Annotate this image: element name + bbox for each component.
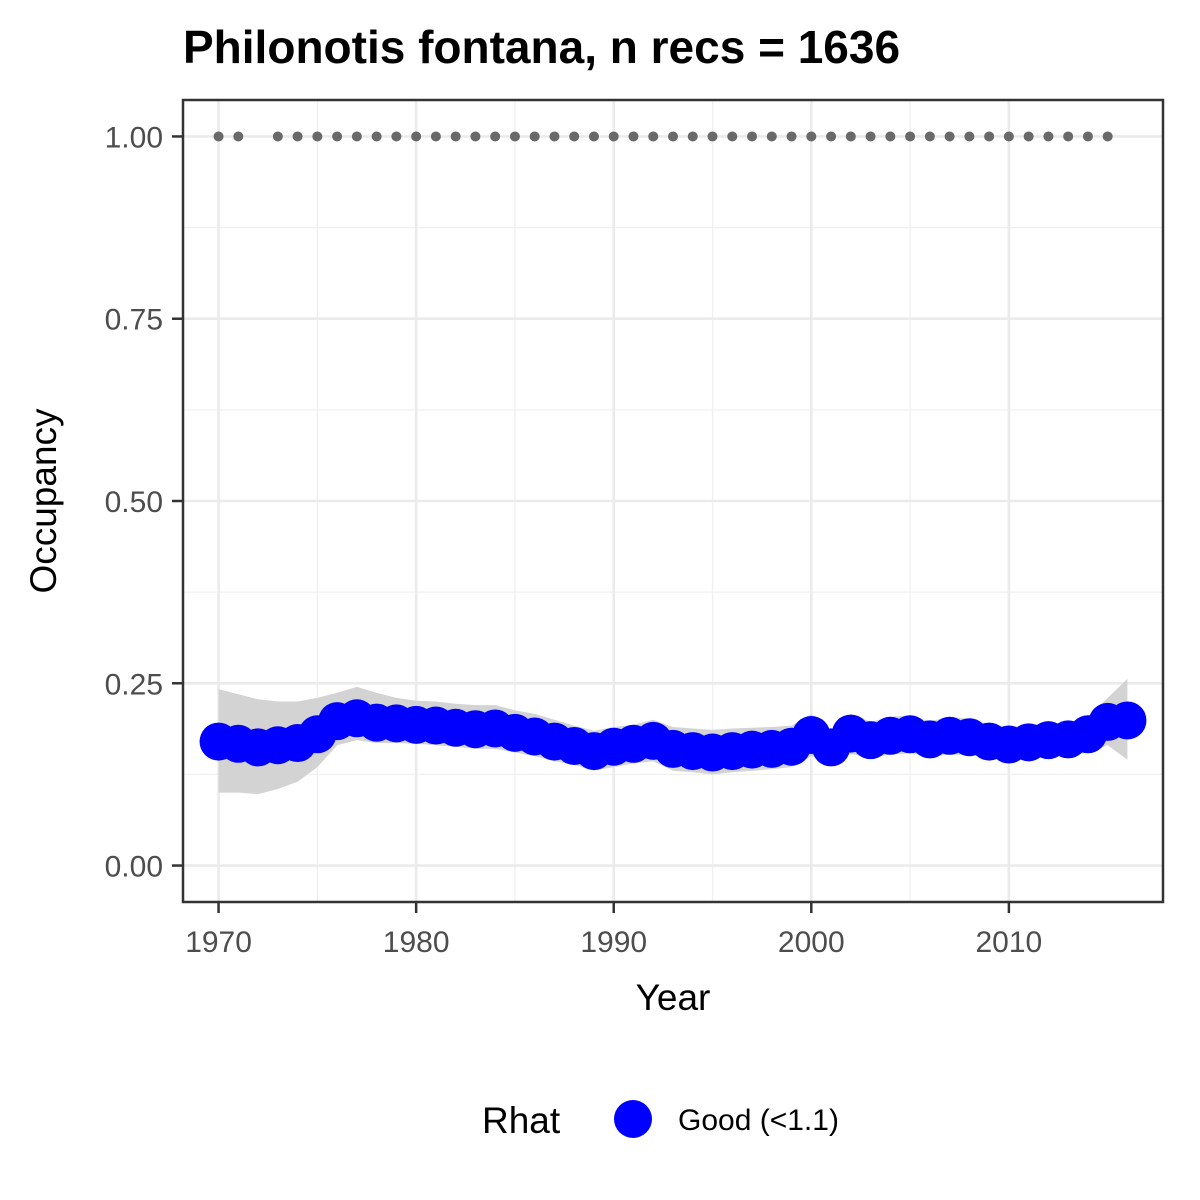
- y-tick-label: 0.75: [105, 304, 163, 337]
- y-tick-label: 1.00: [105, 121, 163, 154]
- y-tick-label: 0.00: [105, 851, 163, 884]
- detection-point: [312, 131, 323, 142]
- detection-point: [351, 131, 362, 142]
- chart-title: Philonotis fontana, n recs = 1636: [183, 21, 900, 73]
- detection-point: [332, 131, 343, 142]
- x-tick-label: 2000: [778, 926, 845, 959]
- legend: Rhat Good (<1.1): [482, 1100, 839, 1141]
- x-tick-label: 1980: [383, 926, 450, 959]
- detection-point: [233, 131, 244, 142]
- y-axis: 0.00 0.25 0.50 0.75 1.00: [105, 121, 183, 884]
- detection-points: [213, 131, 1113, 142]
- detection-point: [984, 131, 995, 142]
- detection-point: [430, 131, 441, 142]
- detection-point: [529, 131, 540, 142]
- x-tick-label: 1990: [580, 926, 647, 959]
- detection-point: [569, 131, 580, 142]
- detection-point: [1023, 131, 1034, 142]
- detection-point: [450, 131, 461, 142]
- detection-point: [845, 131, 856, 142]
- legend-title: Rhat: [482, 1100, 561, 1141]
- detection-point: [272, 131, 283, 142]
- detection-point: [628, 131, 639, 142]
- detection-point: [905, 131, 916, 142]
- detection-point: [1063, 131, 1074, 142]
- y-axis-title: Occupancy: [23, 408, 64, 594]
- detection-point: [509, 131, 520, 142]
- detection-point: [865, 131, 876, 142]
- occupancy-points: [199, 699, 1147, 772]
- detection-point: [707, 131, 718, 142]
- detection-point: [1102, 131, 1113, 142]
- detection-point: [648, 131, 659, 142]
- detection-point: [747, 131, 758, 142]
- detection-point: [588, 131, 599, 142]
- plot-panel: [181, 98, 1165, 904]
- detection-point: [470, 131, 481, 142]
- detection-point: [213, 131, 224, 142]
- detection-point: [687, 131, 698, 142]
- detection-point: [727, 131, 738, 142]
- detection-point: [964, 131, 975, 142]
- x-tick-label: 2010: [976, 926, 1043, 959]
- detection-point: [885, 131, 896, 142]
- occupancy-point: [1108, 701, 1147, 740]
- detection-point: [391, 131, 402, 142]
- detection-point: [549, 131, 560, 142]
- detection-point: [1003, 131, 1014, 142]
- detection-point: [292, 131, 303, 142]
- detection-point: [1082, 131, 1093, 142]
- y-tick-label: 0.25: [105, 668, 163, 701]
- x-tick-label: 1970: [185, 926, 252, 959]
- detection-point: [924, 131, 935, 142]
- detection-point: [371, 131, 382, 142]
- legend-key-good: [614, 1100, 652, 1138]
- detection-point: [766, 131, 777, 142]
- detection-point: [944, 131, 955, 142]
- y-tick-label: 0.50: [105, 486, 163, 519]
- detection-point: [490, 131, 501, 142]
- detection-point: [806, 131, 817, 142]
- x-axis-title: Year: [636, 977, 711, 1018]
- detection-point: [411, 131, 422, 142]
- detection-point: [668, 131, 678, 142]
- x-axis: 1970 1980 1990 2000 2010: [185, 902, 1042, 959]
- legend-label-good: Good (<1.1): [678, 1104, 839, 1137]
- detection-point: [826, 131, 837, 142]
- detection-point: [608, 131, 619, 142]
- detection-point: [786, 131, 797, 142]
- detection-point: [1043, 131, 1054, 142]
- grid-major: [183, 100, 1163, 902]
